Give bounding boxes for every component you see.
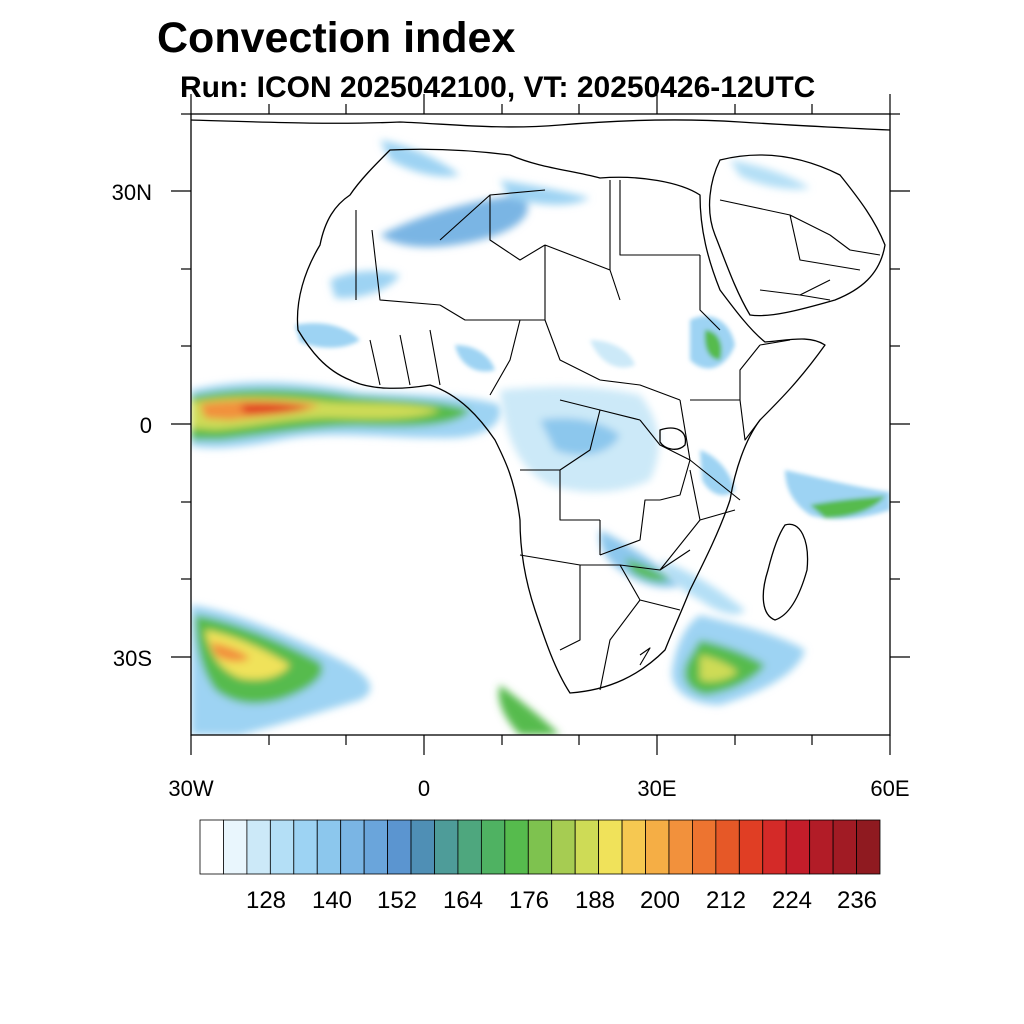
colorbar-swatch — [410, 819, 435, 875]
country-borders — [355, 180, 881, 691]
colorbar-label: 188 — [574, 887, 616, 914]
colorbar-label: 176 — [508, 887, 550, 914]
colorbar-swatch — [574, 819, 600, 875]
colorbar-swatch — [434, 819, 459, 875]
colorbar-swatch — [692, 819, 717, 875]
colorbar-swatch — [246, 819, 271, 875]
field-ethiopia — [295, 316, 735, 496]
field-south-indian-ocean — [660, 560, 805, 705]
lat-label-30s: 30S — [112, 646, 152, 671]
colorbar-swatch — [269, 819, 295, 875]
colorbar-swatch — [480, 819, 506, 875]
colorbar-swatch — [785, 819, 811, 875]
colorbar-label: 200 — [639, 887, 681, 914]
colorbar-swatch — [504, 819, 529, 875]
colorbar-swatch — [832, 819, 857, 875]
lake-victoria — [659, 427, 687, 450]
field-equatorial-atlantic — [191, 381, 501, 448]
colorbar-label: 164 — [442, 887, 484, 914]
colorbar-label: 152 — [376, 887, 418, 914]
field-sahara-band — [330, 140, 810, 299]
lon-label-30e: 30E — [637, 776, 677, 801]
colorbar-swatch — [316, 819, 342, 875]
field-congo-basin — [500, 386, 680, 588]
lon-label-0: 0 — [417, 776, 431, 801]
colorbar-label: 224 — [771, 887, 813, 914]
colorbar-swatch — [527, 819, 553, 875]
colorbar-label: 128 — [245, 887, 287, 914]
colorbar-swatch — [621, 819, 646, 875]
convection-field — [191, 140, 890, 735]
colorbar-swatch — [363, 819, 388, 875]
europe-coastline — [191, 119, 890, 131]
coastlines-and-borders — [191, 119, 890, 694]
lon-label-60e: 60E — [870, 776, 910, 801]
colorbar — [199, 819, 881, 875]
colorbar-swatch — [387, 819, 412, 875]
colorbar-swatch — [598, 819, 623, 875]
colorbar-label: 212 — [705, 887, 747, 914]
colorbar-swatch — [738, 819, 764, 875]
lat-label-0: 0 — [139, 413, 152, 438]
colorbar-swatch — [856, 819, 881, 875]
colorbar-label: 140 — [311, 887, 353, 914]
madagascar-outline — [762, 523, 809, 621]
field-north-madagascar — [785, 470, 890, 520]
field-south-atlantic — [191, 605, 560, 735]
colorbar-swatch — [293, 819, 318, 875]
colorbar-swatch — [199, 819, 224, 875]
colorbar-swatch — [457, 819, 482, 875]
arabia-coastline — [708, 154, 886, 317]
colorbar-swatch — [223, 819, 248, 875]
colorbar-swatch — [762, 819, 787, 875]
africa-coastline — [296, 148, 826, 694]
colorbar-swatch — [645, 819, 670, 875]
colorbar-swatch — [551, 819, 576, 875]
map-subtitle: Run: ICON 2025042100, VT: 20250426-12UTC — [180, 71, 816, 104]
lon-label-30w: 30W — [168, 776, 214, 801]
map-title: Convection index — [157, 14, 516, 62]
colorbar-swatch — [668, 819, 693, 875]
colorbar-label: 236 — [836, 887, 878, 914]
lat-label-30n: 30N — [111, 180, 152, 205]
axis-ticks — [171, 94, 910, 755]
colorbar-swatch — [809, 819, 834, 875]
map-plot-area — [191, 114, 890, 735]
colorbar-swatch — [340, 819, 365, 875]
colorbar-swatch — [715, 819, 740, 875]
